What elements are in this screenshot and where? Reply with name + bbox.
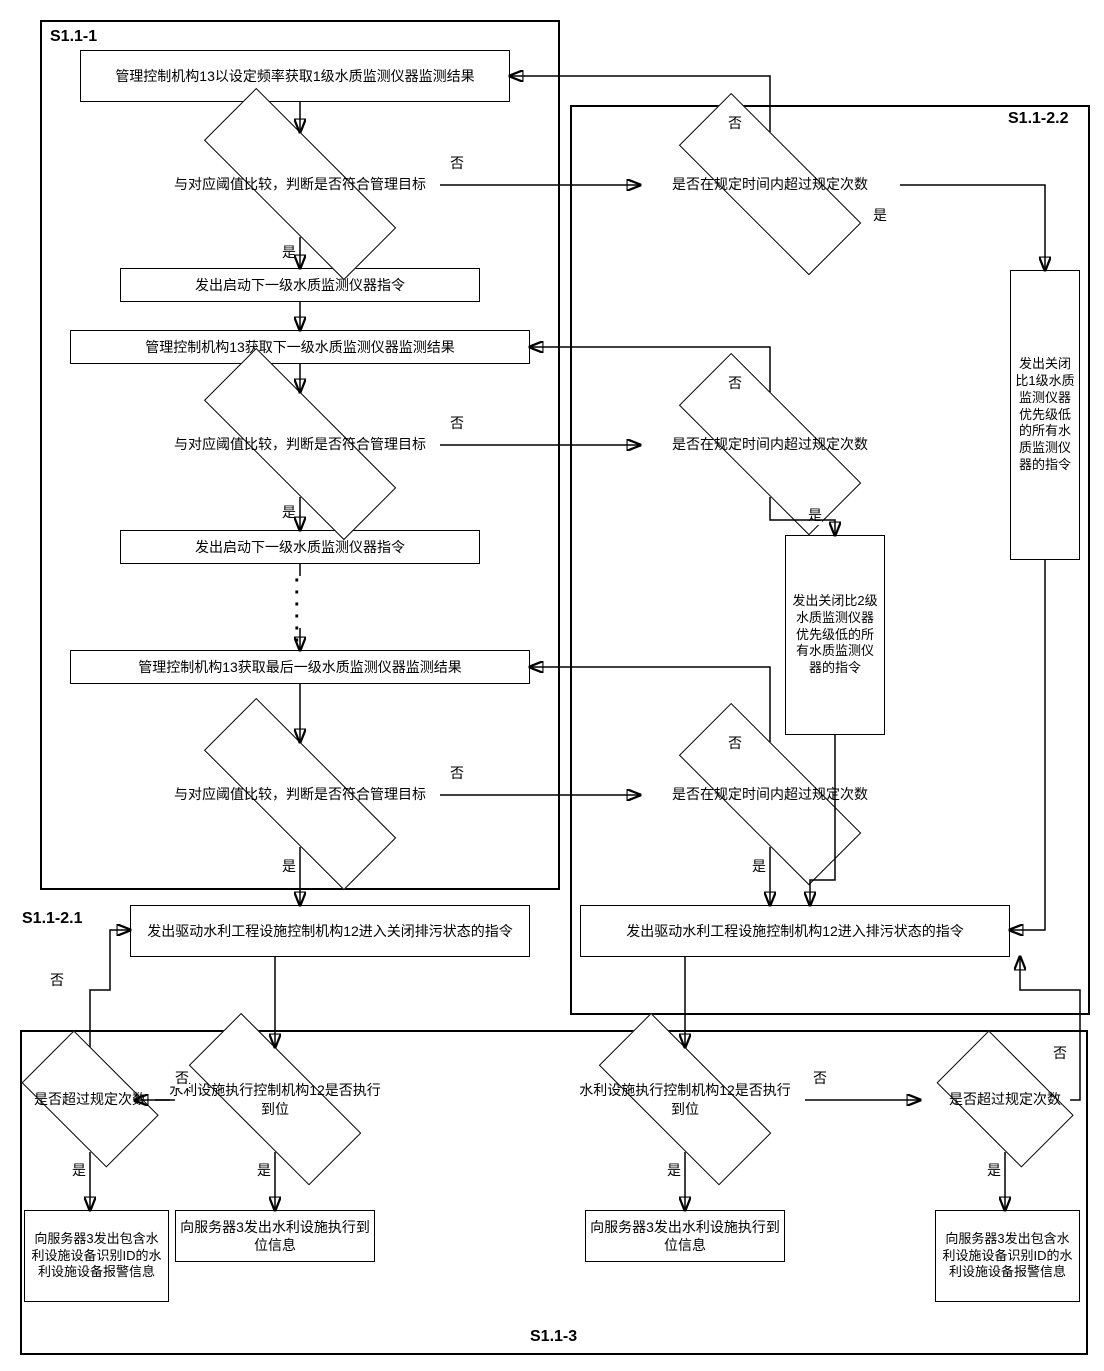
diamond-d1: 与对应阈值比较，判断是否符合管理目标 [160, 132, 440, 237]
label-13: 否 [175, 1068, 189, 1088]
region-s1-1-2-1-label: S1.1-2.1 [22, 910, 82, 928]
label-5: 是 [282, 856, 296, 876]
label-19: 否 [1053, 1043, 1067, 1063]
box-a5-text: 管理控制机构13获取最后一级水质监测仪器监测结果 [138, 658, 462, 676]
box-e4: 向服务器3发出包含水利设施设备识别ID的水利设施设备报警信息 [935, 1210, 1080, 1302]
box-b1-text: 发出驱动水利工程设施控制机构12进入关闭排污状态的指令 [147, 922, 513, 940]
box-b2: 发出驱动水利工程设施控制机构12进入排污状态的指令 [580, 905, 1010, 957]
label-15: 否 [50, 970, 64, 990]
box-e2-text: 向服务器3发出包含水利设施设备识别ID的水利设施设备报警信息 [29, 1231, 164, 1282]
label-7: 是 [873, 205, 887, 225]
box-e1: 向服务器3发出水利设施执行到位信息 [175, 1210, 375, 1262]
label-2: 否 [450, 413, 464, 433]
box-e2: 向服务器3发出包含水利设施设备识别ID的水利设施设备报警信息 [24, 1210, 169, 1302]
label-3: 是 [282, 502, 296, 522]
box-b1: 发出驱动水利工程设施控制机构12进入关闭排污状态的指令 [130, 905, 530, 957]
label-12: 是 [257, 1160, 271, 1180]
diamond-d2-text: 与对应阈值比较，判断是否符合管理目标 [160, 392, 440, 497]
diamond-dl-text: 水利设施执行控制机构12是否执行到位 [155, 1047, 395, 1152]
label-6: 否 [728, 113, 742, 133]
box-c2-text: 发出关闭比2级水质监测仪器优先级低的所有水质监测仪器的指令 [790, 593, 880, 677]
box-e3: 向服务器3发出水利设施执行到位信息 [585, 1210, 785, 1262]
box-a2-text: 发出启动下一级水质监测仪器指令 [195, 276, 405, 294]
box-c2: 发出关闭比2级水质监测仪器优先级低的所有水质监测仪器的指令 [785, 535, 885, 735]
diamond-dr2-text: 是否在规定时间内超过规定次数 [640, 392, 900, 497]
diamond-d2: 与对应阈值比较，判断是否符合管理目标 [160, 392, 440, 497]
label-11: 是 [752, 856, 766, 876]
box-a3: 管理控制机构13获取下一级水质监测仪器监测结果 [70, 330, 530, 364]
box-b2-text: 发出驱动水利工程设施控制机构12进入排污状态的指令 [626, 922, 964, 940]
diamond-drb-text: 水利设施执行控制机构12是否执行到位 [565, 1047, 805, 1152]
box-e3-text: 向服务器3发出水利设施执行到位信息 [590, 1218, 780, 1254]
flowchart-canvas: S1.1-1 S1.1-2.2 S1.1-3 S1.1-2.1 管理控制机构13… [10, 10, 1094, 1361]
diamond-dr3-text: 是否在规定时间内超过规定次数 [640, 742, 900, 847]
label-0: 否 [450, 153, 464, 173]
region-s1-1-1-label: S1.1-1 [50, 28, 97, 46]
vertical-ellipsis: ······ [294, 575, 301, 647]
box-e4-text: 向服务器3发出包含水利设施设备识别ID的水利设施设备报警信息 [940, 1231, 1075, 1282]
box-e1-text: 向服务器3发出水利设施执行到位信息 [180, 1218, 370, 1254]
label-8: 否 [728, 373, 742, 393]
diamond-dl: 水利设施执行控制机构12是否执行到位 [155, 1047, 395, 1152]
label-4: 否 [450, 763, 464, 783]
diamond-dr2: 是否在规定时间内超过规定次数 [640, 392, 900, 497]
diamond-dl2-text: 是否超过规定次数 [5, 1047, 175, 1152]
box-c1-text: 发出关闭比1级水质监测仪器优先级低的所有水质监测仪器的指令 [1015, 356, 1075, 474]
diamond-d3-text: 与对应阈值比较，判断是否符合管理目标 [160, 742, 440, 847]
diamond-d3: 与对应阈值比较，判断是否符合管理目标 [160, 742, 440, 847]
box-a4-text: 发出启动下一级水质监测仪器指令 [195, 538, 405, 556]
label-18: 是 [987, 1160, 1001, 1180]
diamond-dr3: 是否在规定时间内超过规定次数 [640, 742, 900, 847]
region-s1-1-3-label: S1.1-3 [530, 1328, 577, 1346]
box-a2: 发出启动下一级水质监测仪器指令 [120, 268, 480, 302]
diamond-dl2: 是否超过规定次数 [5, 1047, 175, 1152]
diamond-drb: 水利设施执行控制机构12是否执行到位 [565, 1047, 805, 1152]
box-c1: 发出关闭比1级水质监测仪器优先级低的所有水质监测仪器的指令 [1010, 270, 1080, 560]
label-9: 是 [808, 505, 822, 525]
region-s1-1-2-2-label: S1.1-2.2 [1008, 110, 1068, 128]
label-17: 否 [813, 1068, 827, 1088]
label-1: 是 [282, 242, 296, 262]
box-a4: 发出启动下一级水质监测仪器指令 [120, 530, 480, 564]
label-14: 是 [72, 1160, 86, 1180]
box-a1: 管理控制机构13以设定频率获取1级水质监测仪器监测结果 [80, 50, 510, 102]
diamond-dr1-text: 是否在规定时间内超过规定次数 [640, 132, 900, 237]
diamond-d1-text: 与对应阈值比较，判断是否符合管理目标 [160, 132, 440, 237]
box-a5: 管理控制机构13获取最后一级水质监测仪器监测结果 [70, 650, 530, 684]
label-16: 是 [667, 1160, 681, 1180]
label-10: 否 [728, 733, 742, 753]
box-a3-text: 管理控制机构13获取下一级水质监测仪器监测结果 [145, 338, 455, 356]
diamond-dr1: 是否在规定时间内超过规定次数 [640, 132, 900, 237]
box-a1-text: 管理控制机构13以设定频率获取1级水质监测仪器监测结果 [115, 67, 474, 85]
